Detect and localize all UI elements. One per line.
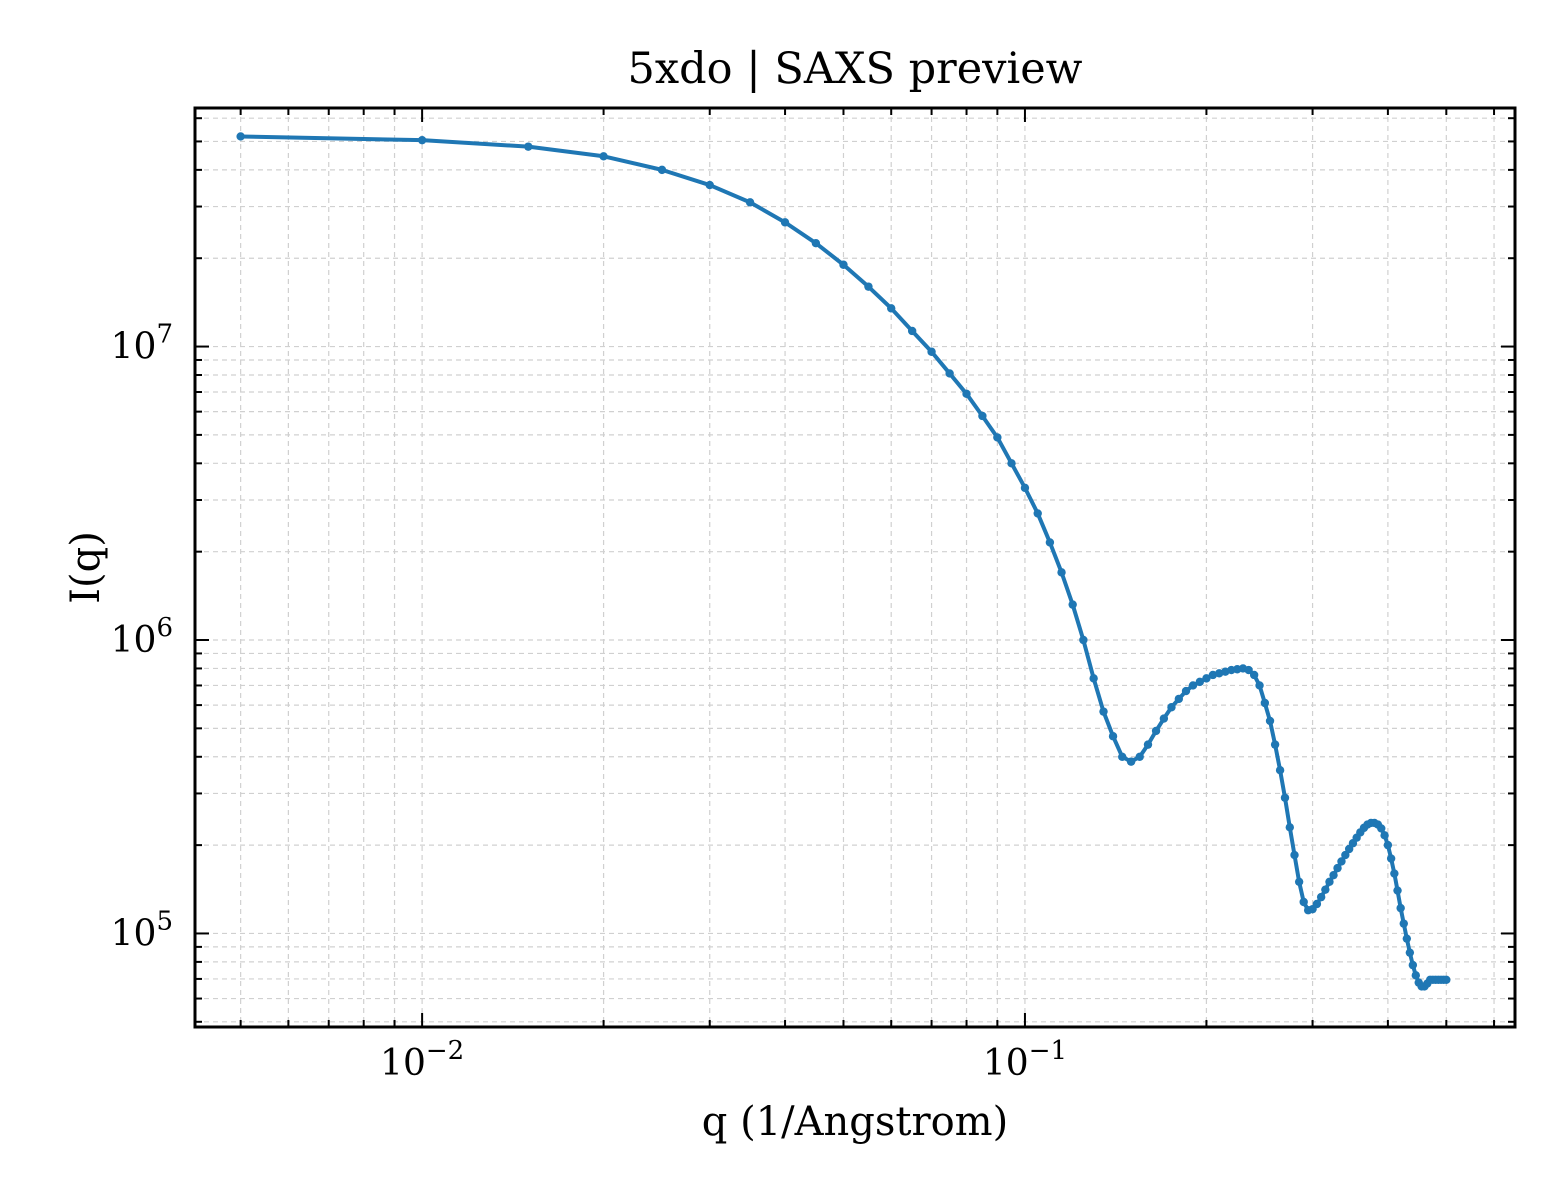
data-point	[524, 142, 533, 151]
data-point	[705, 180, 714, 190]
data-point	[1099, 707, 1108, 716]
data-point	[1265, 716, 1275, 726]
data-point	[962, 389, 971, 399]
data-point	[1118, 752, 1127, 761]
data-point	[1249, 670, 1259, 680]
data-point	[1057, 568, 1066, 577]
data-point	[1143, 740, 1153, 749]
data-point	[1079, 635, 1088, 645]
data-point	[811, 239, 821, 248]
data-point	[1167, 703, 1176, 712]
data-point	[1299, 897, 1308, 907]
data-point	[1068, 600, 1077, 609]
data-point	[1393, 886, 1402, 895]
data-point	[1337, 857, 1346, 866]
data-point	[993, 433, 1002, 442]
x-tick-label: 10−2	[380, 1036, 464, 1084]
data-point	[887, 304, 896, 313]
data-point	[1126, 757, 1136, 766]
data-point	[1408, 960, 1418, 970]
plot-frame	[193, 106, 1517, 1029]
data-point	[978, 411, 987, 421]
data-point	[1312, 899, 1322, 909]
x-axis-label: q (1/Angstrom)	[702, 1099, 1008, 1145]
data-point	[1396, 903, 1405, 913]
data-point	[1316, 892, 1326, 902]
data-point	[1255, 681, 1264, 690]
data-point	[1135, 752, 1144, 761]
y-tick-label: 105	[111, 906, 173, 954]
tick-labels: 10−2 10−1 105 106 107	[111, 320, 1067, 1084]
data-point	[1411, 971, 1421, 980]
data-point	[1442, 975, 1451, 985]
data-point	[1208, 670, 1218, 680]
data-point	[1108, 732, 1118, 741]
data-point	[780, 218, 790, 227]
series-line	[240, 134, 1447, 989]
data-point	[745, 198, 755, 207]
data-point	[599, 152, 608, 161]
data-point	[1033, 509, 1042, 518]
data-point	[864, 282, 873, 291]
data-point	[1181, 686, 1191, 696]
data-point	[1020, 483, 1030, 493]
data-point	[1386, 854, 1396, 863]
data-point	[417, 135, 427, 145]
data-point	[839, 260, 848, 269]
data-point	[1159, 714, 1169, 723]
x-tick-label: 10−1	[983, 1036, 1067, 1084]
data-point	[1275, 766, 1285, 775]
y-tick-label: 106	[111, 613, 173, 661]
data-point	[1202, 674, 1211, 683]
chart-title: 5xdo | SAXS preview	[628, 44, 1083, 94]
data-point	[1402, 934, 1412, 943]
data-point	[945, 369, 954, 378]
data-point	[1377, 824, 1386, 833]
data-point	[1341, 850, 1350, 860]
y-tick-label: 107	[111, 320, 173, 368]
data-point	[1405, 948, 1415, 957]
data-point	[1270, 740, 1280, 749]
data-point	[1321, 885, 1330, 894]
data-point	[1285, 823, 1294, 832]
y-axis-label: I(q)	[63, 531, 109, 604]
data-point	[1399, 919, 1408, 928]
data-point	[1280, 793, 1290, 802]
data-point	[1290, 850, 1299, 860]
data-point	[1007, 459, 1016, 468]
data-point	[1260, 698, 1270, 708]
data-point	[1089, 674, 1098, 683]
grid	[195, 108, 1515, 1027]
data-point	[927, 347, 936, 356]
data-point	[1380, 831, 1389, 840]
data-point	[1195, 677, 1204, 687]
data-point	[1333, 863, 1342, 873]
data-point	[657, 165, 667, 175]
data-layer	[236, 132, 1451, 991]
data-point	[1045, 538, 1055, 547]
data-point	[1390, 869, 1399, 878]
data-point	[1174, 694, 1184, 704]
data-point	[1325, 877, 1334, 886]
data-point	[1244, 665, 1253, 675]
axis-ticks	[195, 108, 1515, 1027]
data-point	[1151, 726, 1161, 736]
data-point	[907, 326, 917, 336]
data-point	[236, 132, 245, 141]
data-point	[1188, 681, 1198, 690]
data-point	[1329, 870, 1338, 880]
data-point	[1383, 840, 1393, 850]
data-point	[1294, 877, 1304, 886]
